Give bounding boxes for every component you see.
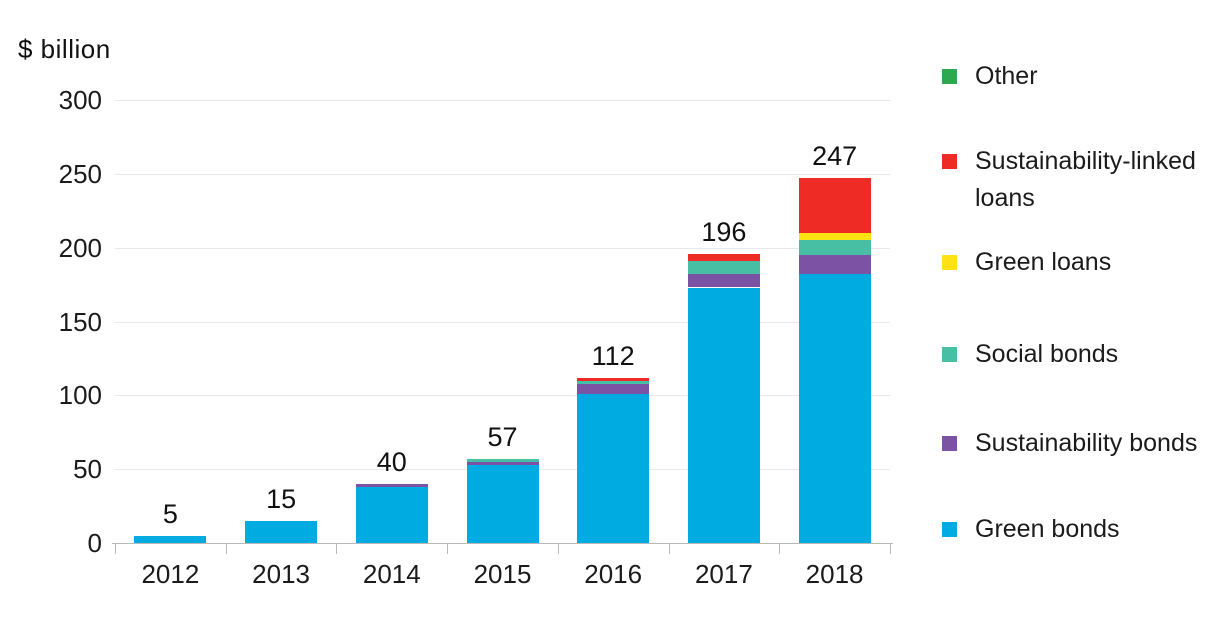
legend-item-sustainability-linked-loans: Sustainability-linked loans — [942, 143, 1215, 217]
legend-item-sustainability-bonds: Sustainability bonds — [942, 425, 1215, 462]
bar-total-label-2014: 40 — [376, 446, 407, 477]
bar-segment-2017-sustainability-bonds — [687, 274, 760, 288]
x-tick-label-2012: 2012 — [141, 559, 200, 589]
bar-segment-2017-sustainability-linked-loans — [687, 253, 760, 261]
gridline-250 — [115, 173, 890, 175]
legend-item-green-loans: Green loans — [942, 244, 1215, 281]
bar-segment-2014-green-bonds — [355, 486, 428, 543]
y-tick-label-100: 100 — [58, 380, 102, 411]
stacked-bar-chart: $ billion 0 50 100 150 200 250 300 5 15 40 57 112 1… — [18, 34, 893, 589]
bar-segment-2018-sustainability-bonds — [798, 255, 871, 275]
bar-total-label-2017: 196 — [701, 216, 747, 247]
bar-segment-2018-green-loans — [798, 232, 871, 241]
y-tick-label-50: 50 — [73, 454, 102, 485]
gridline-150 — [115, 321, 890, 323]
legend-label: Social bonds — [975, 340, 1119, 368]
x-axis-tick — [668, 544, 670, 554]
bar-total-label-2015: 57 — [487, 421, 518, 452]
legend-item-social-bonds: Social bonds — [942, 336, 1215, 373]
bar-segment-2018-social-bonds — [798, 240, 871, 256]
y-tick-label-250: 250 — [58, 158, 102, 189]
x-axis-tick — [557, 544, 559, 554]
gridline-200 — [115, 247, 890, 249]
legend-swatch-green-loans — [942, 255, 957, 270]
bar-segment-2016-green-bonds — [577, 393, 650, 543]
legend-item-green-bonds: Green bonds — [942, 511, 1215, 548]
legend-item-other: Other — [942, 58, 1215, 95]
legend-label: Green bonds — [975, 515, 1120, 543]
x-tick-label-2013: 2013 — [252, 559, 311, 589]
x-axis-line — [112, 543, 893, 544]
bar-segment-2016-sustainability-linked-loans — [577, 377, 650, 381]
bar-segment-2017-green-bonds — [687, 287, 760, 543]
bar-segment-2018-sustainability-linked-loans — [798, 178, 871, 233]
bar-total-label-2016: 112 — [591, 340, 635, 371]
legend-label: Green loans — [975, 248, 1112, 276]
y-tick-label-300: 300 — [58, 85, 102, 115]
x-tick-label-2015: 2015 — [473, 559, 532, 589]
bar-segment-2016-social-bonds — [577, 380, 650, 384]
y-axis-unit-label: $ billion — [18, 34, 111, 64]
y-tick-label-150: 150 — [58, 306, 102, 337]
legend-label: Sustainability-linked loans — [975, 147, 1196, 212]
gridline-300 — [115, 100, 890, 101]
x-axis-tick — [890, 544, 891, 554]
x-axis-tick — [336, 544, 338, 554]
x-axis-tick — [779, 544, 781, 554]
bar-total-label-2013: 15 — [266, 483, 297, 514]
y-tick-label-200: 200 — [58, 232, 102, 263]
bar-segment-2017-social-bonds — [687, 261, 760, 275]
gridline-100 — [115, 395, 890, 397]
y-tick-label-0: 0 — [87, 528, 102, 558]
legend-label: Sustainability bonds — [975, 429, 1198, 457]
x-tick-label-2014: 2014 — [362, 559, 421, 589]
bar-segment-2014-sustainability-bonds — [355, 483, 428, 487]
legend-swatch-green-bonds — [942, 522, 957, 537]
chart-legend: Other Sustainability-linked loans Green lo… — [942, 0, 1215, 620]
x-axis-tick — [447, 544, 449, 554]
x-tick-label-2017: 2017 — [694, 559, 753, 589]
legend-swatch-other — [942, 69, 957, 84]
bar-segment-2015-social-bonds — [466, 458, 539, 462]
legend-swatch-sustainability-bonds — [942, 436, 957, 451]
bar-total-label-2018: 247 — [812, 141, 858, 172]
legend-swatch-sustainability-linked-loans — [942, 154, 957, 169]
bar-segment-2012-green-bonds — [134, 535, 207, 543]
legend-swatch-social-bonds — [942, 347, 957, 362]
bar-segment-2018-green-bonds — [798, 274, 871, 543]
legend-label: Other — [975, 62, 1038, 90]
x-axis-tick — [115, 544, 116, 554]
bar-segment-2015-green-bonds — [466, 464, 539, 543]
x-axis-tick — [225, 544, 227, 554]
bar-segment-2015-sustainability-bonds — [466, 461, 539, 465]
bar-segment-2013-green-bonds — [245, 520, 318, 543]
x-tick-label-2018: 2018 — [805, 559, 864, 589]
x-tick-label-2016: 2016 — [584, 559, 643, 589]
bar-segment-2016-sustainability-bonds — [577, 383, 650, 394]
bar-total-label-2012: 5 — [162, 498, 178, 529]
